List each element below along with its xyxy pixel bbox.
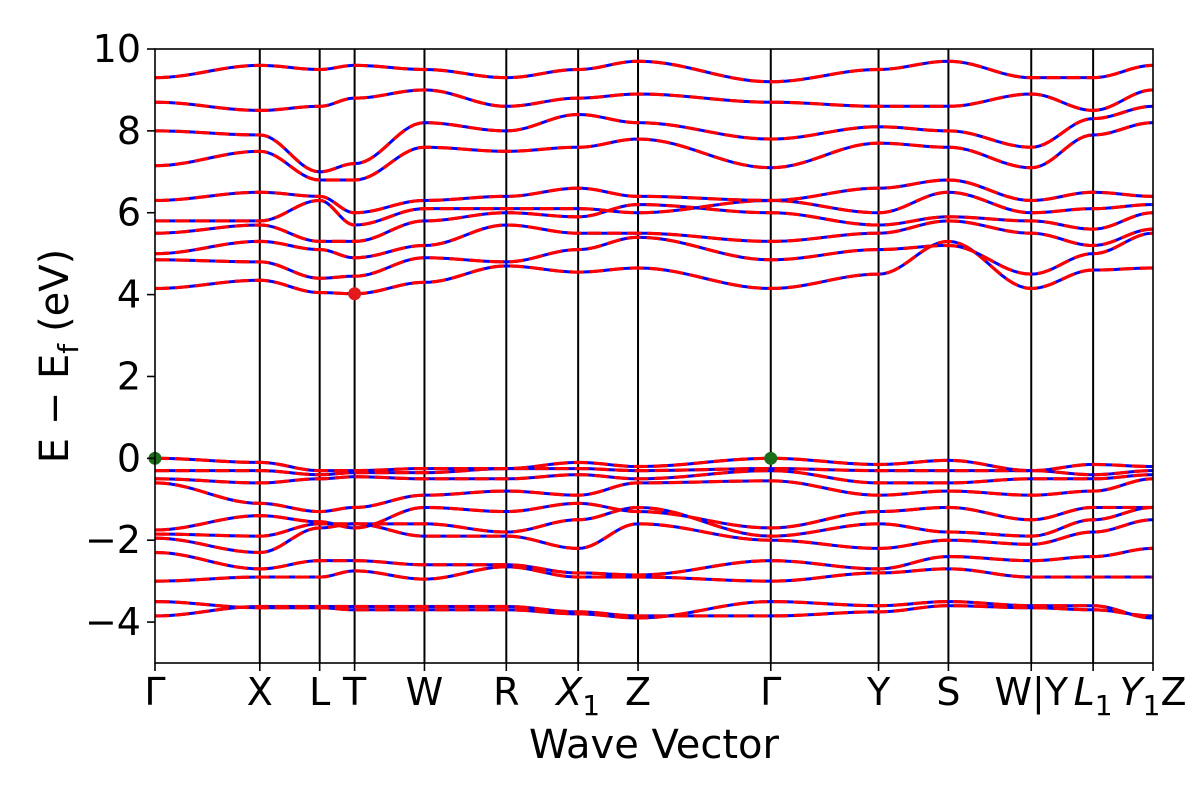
y-tick-label: 2 <box>117 354 141 398</box>
band-line <box>155 202 1153 243</box>
band-edge-marker <box>348 287 362 301</box>
y-tick-label: −2 <box>85 518 141 562</box>
band-line-secondary <box>155 121 1153 182</box>
x-tick-label: W|Y <box>994 670 1068 715</box>
band-line <box>155 190 1153 227</box>
x-tick-label: S <box>936 670 960 714</box>
band-line <box>155 477 1153 514</box>
x-tick-label: Y <box>866 670 891 714</box>
x-tick-label: X <box>247 670 273 714</box>
y-tick-label: 10 <box>93 27 141 71</box>
band-line <box>155 104 1153 174</box>
x-tick-label: X1 <box>554 670 600 722</box>
y-axis-label-main: E − E <box>32 354 78 464</box>
x-tick-label: R <box>493 670 519 714</box>
y-tick-label: 4 <box>117 273 141 317</box>
x-tick-label: L1 <box>1074 670 1113 722</box>
band-line <box>155 231 1153 280</box>
band-line <box>155 501 1153 532</box>
y-axis-label: E − Ef (eV) <box>32 249 85 464</box>
band-line <box>155 121 1153 182</box>
x-tick-label: T <box>342 670 367 714</box>
band-line <box>155 518 1153 555</box>
y-tick-label: 8 <box>117 109 141 153</box>
kpoint-lines <box>258 49 1095 663</box>
x-tick-label: W <box>406 670 444 714</box>
y-axis-label-sub: f <box>52 343 85 354</box>
plot-frame <box>154 48 1154 664</box>
band-line <box>155 219 1153 260</box>
band-line <box>155 88 1153 113</box>
y-tick-label: 0 <box>117 436 141 480</box>
y-ticks: −4 −2 0 2 4 6 8 10 <box>85 27 155 644</box>
x-tick-label: Γ <box>760 670 781 714</box>
band-line <box>155 178 1153 215</box>
bands-group <box>155 59 1153 620</box>
x-ticks: Γ X L T W R X1 Z Γ Y S W|Y L1 Y1Z <box>144 663 1187 722</box>
x-tick-label: Y1Z <box>1119 670 1186 722</box>
markers-group <box>148 287 778 465</box>
band-line <box>155 239 1153 296</box>
x-axis-label: Wave Vector <box>529 722 780 768</box>
band-line-secondary <box>155 203 1153 243</box>
band-line <box>155 505 1153 538</box>
band-line-secondary <box>155 59 1153 84</box>
band-line <box>155 599 1153 620</box>
x-tick-label: Z <box>625 670 651 714</box>
band-line <box>155 546 1153 577</box>
band-edge-marker <box>764 451 778 465</box>
band-line <box>155 469 1153 485</box>
x-tick-label: L <box>309 670 330 714</box>
y-axis-label-unit: (eV) <box>32 249 78 332</box>
band-line <box>155 59 1153 84</box>
y-tick-label: 6 <box>117 191 141 235</box>
band-line <box>155 456 1153 473</box>
y-tick-label: −4 <box>85 600 141 644</box>
x-tick-label: Γ <box>144 670 165 714</box>
band-line <box>155 565 1153 583</box>
